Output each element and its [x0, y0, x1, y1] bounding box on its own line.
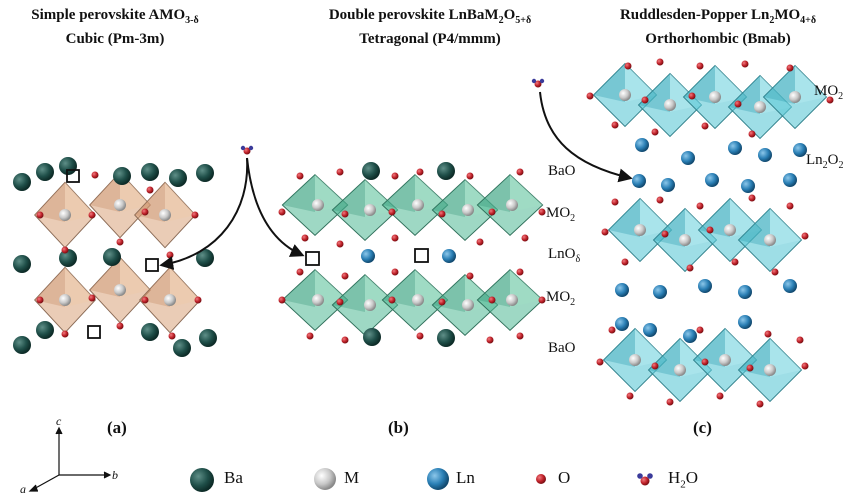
panel-c-title: Ruddlesden-Popper Ln2MO4+δ Orthorhombic … [619, 7, 817, 47]
legend-label-m: M [344, 468, 360, 487]
legend-label-ln: Ln [456, 468, 475, 487]
o-atom-icon [536, 474, 546, 484]
axis-label-a: a [20, 482, 26, 496]
panel-c-label: (c) [693, 418, 712, 437]
panel-a-label: (a) [107, 418, 127, 437]
oxygen-vacancy-square [66, 169, 80, 183]
oxygen-vacancy-square [305, 251, 320, 266]
axis-label-b: b [112, 468, 118, 482]
legend-label-ba: Ba [224, 468, 243, 487]
oxygen-vacancy-square [145, 258, 159, 272]
ln-atom-icon [427, 468, 449, 490]
panel-b-title: Double perovskite LnBaM2O5+δ Tetragonal … [328, 7, 532, 47]
panel-a-structure [13, 157, 217, 357]
oxygen-vacancy-square [414, 248, 429, 263]
legend-label-h2o: H2O [668, 468, 699, 491]
panel-b-label: (b) [388, 418, 409, 437]
oxygen-vacancy-square [87, 325, 101, 339]
layer-label-mo2-upper: MO2 [546, 205, 576, 224]
h2o-molecule-icon [637, 473, 653, 486]
legend-label-o: O [558, 468, 571, 487]
ba-atom-icon [190, 468, 214, 492]
panel-b-structure [278, 162, 546, 347]
crystal-axes [28, 426, 112, 492]
hydration-arrow-c [539, 91, 633, 183]
m-atom-icon [314, 468, 336, 490]
panel-a-title: Simple perovskite AMO3-δ Cubic (Pm-3m) [31, 7, 199, 47]
layer-label-mo2-lower: MO2 [546, 289, 576, 308]
axis-label-c: c [56, 414, 62, 428]
layer-label-ln2o2: Ln2O2 [806, 152, 844, 171]
layer-label-lno: LnOδ [548, 246, 581, 265]
hydration-arrow-b [246, 157, 305, 257]
layer-label-mo2-c: MO2 [814, 83, 844, 102]
panel-c-structure [586, 58, 834, 408]
h2o-molecule-icon [531, 78, 545, 88]
layer-label-bao-top: BaO [548, 163, 576, 179]
hydration-arrow-a [159, 157, 249, 270]
layer-label-bao-bottom: BaO [548, 340, 576, 356]
h2o-molecule-icon [240, 145, 254, 155]
